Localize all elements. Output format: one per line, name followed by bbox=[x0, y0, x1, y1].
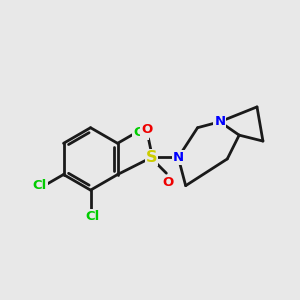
Text: O: O bbox=[162, 176, 173, 189]
Text: N: N bbox=[214, 115, 225, 128]
Text: Cl: Cl bbox=[32, 179, 46, 192]
Text: N: N bbox=[173, 151, 184, 164]
Text: Cl: Cl bbox=[85, 210, 99, 224]
Text: O: O bbox=[141, 123, 153, 136]
Text: Cl: Cl bbox=[133, 126, 148, 140]
Text: S: S bbox=[146, 150, 157, 165]
